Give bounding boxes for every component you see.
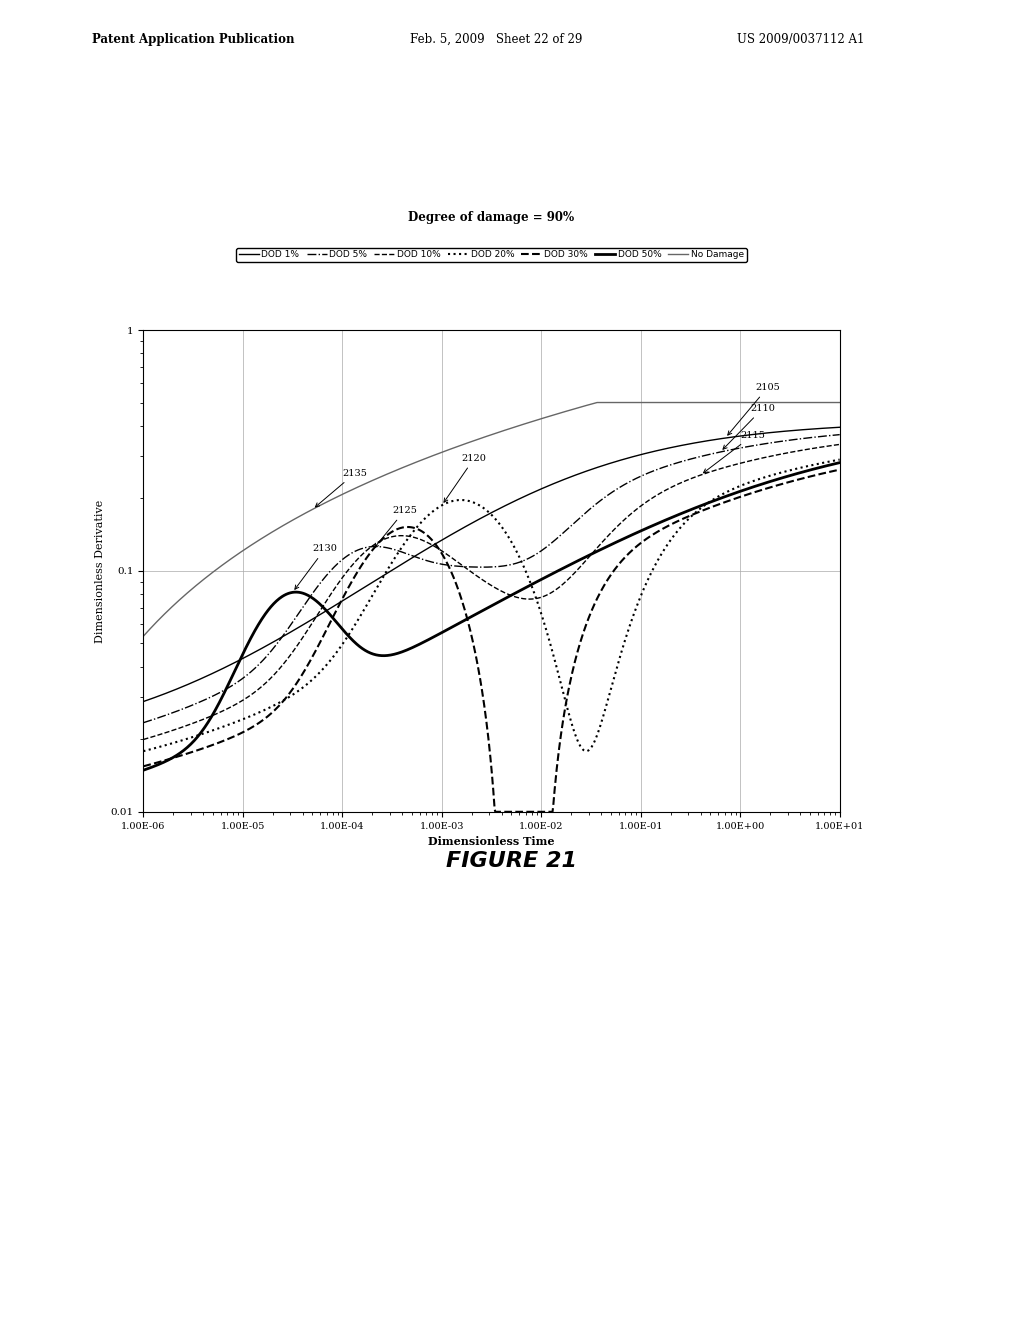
Text: US 2009/0037112 A1: US 2009/0037112 A1 [737, 33, 864, 46]
Text: 2120: 2120 [444, 454, 486, 502]
X-axis label: Dimensionless Time: Dimensionless Time [428, 836, 555, 847]
Text: 2115: 2115 [703, 430, 765, 473]
Y-axis label: Dimensionless Derivative: Dimensionless Derivative [95, 499, 104, 643]
Text: Patent Application Publication: Patent Application Publication [92, 33, 295, 46]
Text: FIGURE 21: FIGURE 21 [446, 851, 578, 871]
Text: 2135: 2135 [315, 469, 368, 507]
Text: 2125: 2125 [375, 507, 417, 548]
Text: 2110: 2110 [723, 404, 775, 449]
Text: Degree of damage = 90%: Degree of damage = 90% [409, 211, 574, 224]
Text: Feb. 5, 2009   Sheet 22 of 29: Feb. 5, 2009 Sheet 22 of 29 [410, 33, 582, 46]
Legend: DOD 1%, DOD 5%, DOD 10%, DOD 20%, DOD 30%, DOD 50%, No Damage: DOD 1%, DOD 5%, DOD 10%, DOD 20%, DOD 30… [237, 248, 746, 263]
Text: 2105: 2105 [728, 383, 780, 436]
Text: 2130: 2130 [295, 544, 337, 589]
